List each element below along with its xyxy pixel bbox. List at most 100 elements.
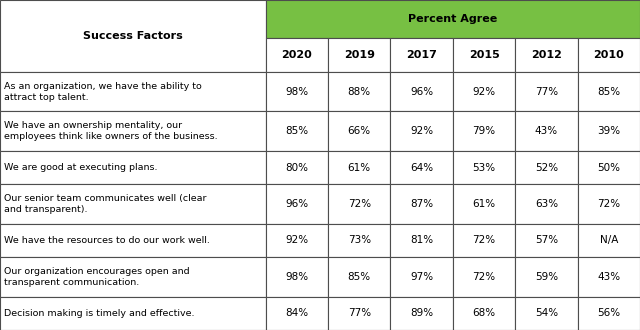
Text: 2019: 2019 xyxy=(344,50,374,60)
Text: 2017: 2017 xyxy=(406,50,437,60)
Text: 50%: 50% xyxy=(597,162,620,173)
Bar xyxy=(390,297,453,330)
Bar xyxy=(328,297,390,330)
Bar xyxy=(577,72,640,111)
Text: 92%: 92% xyxy=(472,86,495,97)
Text: Our senior team communicates well (clear
and transparent).: Our senior team communicates well (clear… xyxy=(4,194,207,214)
Bar xyxy=(390,257,453,297)
Bar xyxy=(515,111,577,151)
Text: As an organization, we have the ability to
attract top talent.: As an organization, we have the ability … xyxy=(4,82,202,102)
Bar xyxy=(0,297,266,330)
Bar xyxy=(0,224,266,257)
Text: 85%: 85% xyxy=(285,126,308,136)
Text: 98%: 98% xyxy=(285,272,308,282)
Text: 77%: 77% xyxy=(535,86,558,97)
Bar xyxy=(515,184,577,224)
Bar xyxy=(328,111,390,151)
Text: We are good at executing plans.: We are good at executing plans. xyxy=(4,163,158,172)
Bar xyxy=(0,0,266,72)
Bar xyxy=(0,72,266,111)
Text: 64%: 64% xyxy=(410,162,433,173)
Text: We have an ownership mentality, our
employees think like owners of the business.: We have an ownership mentality, our empl… xyxy=(4,121,218,141)
Bar xyxy=(266,184,328,224)
Text: 72%: 72% xyxy=(472,235,495,246)
Text: 89%: 89% xyxy=(410,308,433,318)
Text: 87%: 87% xyxy=(410,199,433,209)
Text: 68%: 68% xyxy=(472,308,495,318)
Bar xyxy=(515,224,577,257)
Bar xyxy=(390,224,453,257)
Bar xyxy=(328,72,390,111)
Text: 77%: 77% xyxy=(348,308,371,318)
Text: 96%: 96% xyxy=(410,86,433,97)
Text: 52%: 52% xyxy=(535,162,558,173)
Text: 43%: 43% xyxy=(597,272,620,282)
Bar xyxy=(390,111,453,151)
Bar xyxy=(266,0,640,39)
Bar xyxy=(266,39,328,72)
Text: 59%: 59% xyxy=(535,272,558,282)
Text: 56%: 56% xyxy=(597,308,620,318)
Text: 39%: 39% xyxy=(597,126,620,136)
Bar xyxy=(266,151,328,184)
Text: 81%: 81% xyxy=(410,235,433,246)
Bar xyxy=(577,257,640,297)
Text: 88%: 88% xyxy=(348,86,371,97)
Bar xyxy=(577,184,640,224)
Bar xyxy=(577,39,640,72)
Bar xyxy=(577,224,640,257)
Bar xyxy=(453,72,515,111)
Text: Success Factors: Success Factors xyxy=(83,31,182,41)
Bar xyxy=(515,39,577,72)
Bar xyxy=(328,224,390,257)
Bar xyxy=(266,72,328,111)
Text: 61%: 61% xyxy=(348,162,371,173)
Text: 85%: 85% xyxy=(348,272,371,282)
Text: 63%: 63% xyxy=(535,199,558,209)
Text: 53%: 53% xyxy=(472,162,495,173)
Text: 85%: 85% xyxy=(597,86,620,97)
Text: 84%: 84% xyxy=(285,308,308,318)
Bar xyxy=(266,257,328,297)
Text: 2012: 2012 xyxy=(531,50,562,60)
Bar xyxy=(515,72,577,111)
Text: We have the resources to do our work well.: We have the resources to do our work wel… xyxy=(4,236,211,245)
Bar xyxy=(390,72,453,111)
Text: 96%: 96% xyxy=(285,199,308,209)
Text: Our organization encourages open and
transparent communication.: Our organization encourages open and tra… xyxy=(4,267,190,287)
Bar xyxy=(515,257,577,297)
Text: 72%: 72% xyxy=(348,199,371,209)
Bar xyxy=(390,39,453,72)
Bar xyxy=(266,297,328,330)
Text: 2015: 2015 xyxy=(468,50,499,60)
Bar xyxy=(328,184,390,224)
Text: 92%: 92% xyxy=(410,126,433,136)
Bar xyxy=(0,151,266,184)
Text: 72%: 72% xyxy=(597,199,620,209)
Bar xyxy=(453,297,515,330)
Bar xyxy=(453,39,515,72)
Bar xyxy=(453,257,515,297)
Bar xyxy=(328,151,390,184)
Text: 79%: 79% xyxy=(472,126,495,136)
Bar xyxy=(0,184,266,224)
Text: 54%: 54% xyxy=(535,308,558,318)
Text: 61%: 61% xyxy=(472,199,495,209)
Text: 73%: 73% xyxy=(348,235,371,246)
Text: N/A: N/A xyxy=(600,235,618,246)
Text: 80%: 80% xyxy=(285,162,308,173)
Bar xyxy=(266,111,328,151)
Text: 2020: 2020 xyxy=(282,50,312,60)
Text: 57%: 57% xyxy=(535,235,558,246)
Text: 66%: 66% xyxy=(348,126,371,136)
Bar xyxy=(577,111,640,151)
Text: 92%: 92% xyxy=(285,235,308,246)
Bar xyxy=(577,297,640,330)
Bar xyxy=(453,224,515,257)
Text: Percent Agree: Percent Agree xyxy=(408,14,497,24)
Bar xyxy=(390,151,453,184)
Bar xyxy=(328,257,390,297)
Bar xyxy=(577,151,640,184)
Bar xyxy=(515,297,577,330)
Text: Decision making is timely and effective.: Decision making is timely and effective. xyxy=(4,309,195,318)
